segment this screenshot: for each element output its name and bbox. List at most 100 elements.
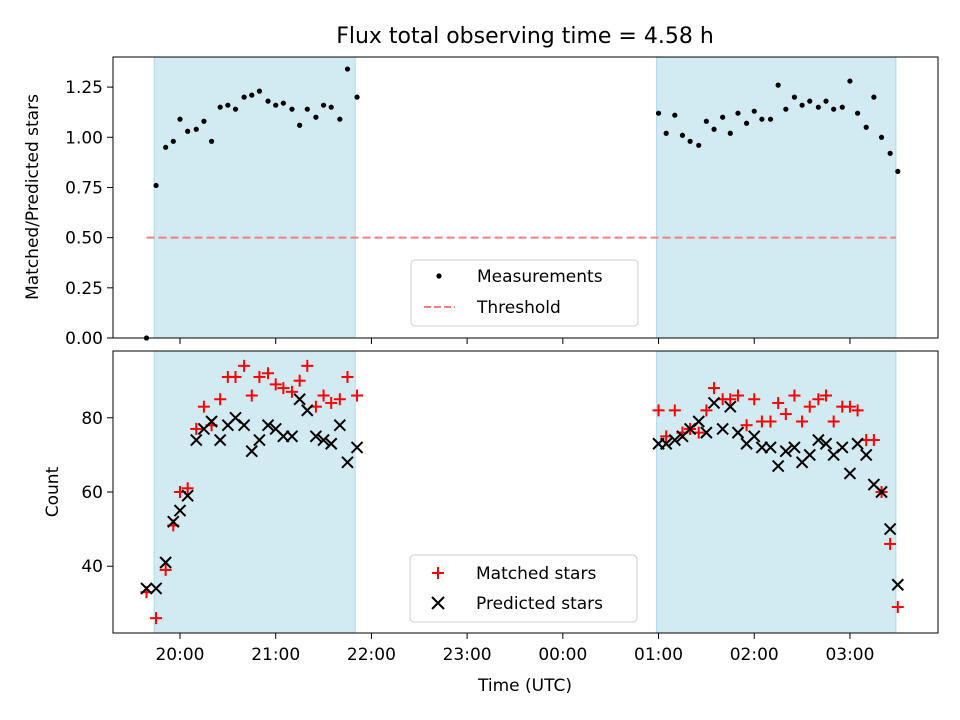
measurement-point xyxy=(344,66,351,72)
measurement-point xyxy=(163,144,169,150)
matched-star-point xyxy=(277,382,290,395)
predicted-star-point xyxy=(819,437,833,450)
legend-measurements-label: Measurements xyxy=(477,267,603,287)
matched-star-point xyxy=(851,404,864,417)
measurement-point xyxy=(663,130,669,136)
matched-star-point xyxy=(301,359,314,372)
matched-star-point xyxy=(238,359,251,372)
matched-star-point xyxy=(317,389,330,402)
x-tick-label: 20:00 xyxy=(155,645,204,665)
measurement-point xyxy=(217,104,223,110)
predicted-star-point xyxy=(167,515,180,528)
bottom-panel: 40 60 80 20:00 21:00 22:00 23:00 00:00 01:00 02:… xyxy=(43,350,939,696)
measurement-point xyxy=(878,134,885,140)
bottom-axes-frame xyxy=(112,350,939,634)
bottom-legend-box xyxy=(409,554,638,623)
matched-star-point xyxy=(229,370,242,383)
y-tick-label: 0.75 xyxy=(65,178,103,198)
predicted-star-point xyxy=(325,437,338,450)
matched-star-point xyxy=(293,374,306,387)
matched-star-point xyxy=(285,385,298,398)
predicted-star-point xyxy=(173,504,187,517)
y-tick-label: 1.25 xyxy=(65,78,103,98)
measurement-point xyxy=(855,110,861,116)
top-axes-frame xyxy=(112,56,939,339)
predicted-star-point xyxy=(731,426,745,439)
measurement-point xyxy=(232,106,239,112)
matched-star-point xyxy=(214,393,227,406)
y-tick-label: 0.50 xyxy=(65,229,103,249)
predicted-star-point xyxy=(883,522,897,536)
matched-star-point xyxy=(884,537,897,550)
matched-star-point xyxy=(150,612,163,625)
predicted-star-point xyxy=(213,433,227,447)
x-tick-label: 21:00 xyxy=(251,645,300,665)
measurement-point xyxy=(863,124,869,130)
predicted-star-point xyxy=(779,444,793,458)
measurement-point xyxy=(193,126,199,132)
predicted-star-point xyxy=(309,430,323,443)
measurement-point xyxy=(280,100,286,106)
bottom-legend: Matched stars Predicted stars xyxy=(409,554,638,623)
measurement-point xyxy=(177,116,183,122)
measurement-point xyxy=(847,78,853,84)
predicted-star-point xyxy=(748,430,761,443)
measurement-point xyxy=(320,102,327,108)
bottom-shaded-bands xyxy=(153,350,897,634)
predicted-star-point xyxy=(149,582,163,595)
predicted-star-point xyxy=(891,578,905,591)
x-tick-label: 22:00 xyxy=(347,645,396,665)
measurement-point xyxy=(273,102,279,108)
matched-star-point xyxy=(820,389,833,402)
measurement-point xyxy=(823,98,829,104)
predicted-star-point xyxy=(707,396,721,410)
legend-matched-label: Matched stars xyxy=(476,564,596,584)
legend-predicted-marker xyxy=(431,596,445,610)
matched-star-point xyxy=(843,400,856,413)
matched-star-point xyxy=(181,482,194,495)
matched-star-point xyxy=(731,389,744,402)
predicted-star-point xyxy=(860,448,873,462)
predicted-star-point xyxy=(341,456,354,469)
measurement-point xyxy=(791,94,798,100)
measurement-point xyxy=(297,122,303,128)
legend-matched-marker xyxy=(432,567,444,579)
measurement-point xyxy=(775,82,781,88)
measurement-point xyxy=(815,104,821,110)
matched-star-point xyxy=(891,601,904,614)
measurement-point xyxy=(208,138,215,144)
matched-star-point xyxy=(325,396,338,409)
measurement-point xyxy=(767,116,774,122)
measurement-point xyxy=(895,168,901,175)
predicted-star-point xyxy=(140,582,153,595)
matched-star-point xyxy=(652,404,665,417)
x-tick-label: 02:00 xyxy=(730,645,779,665)
predicted-star-point xyxy=(724,400,737,413)
measurement-point xyxy=(799,102,805,108)
measurement-point xyxy=(735,110,741,116)
measurement-point xyxy=(720,114,726,120)
predicted-star-point xyxy=(771,459,785,473)
bottom-y-axis: 40 60 80 xyxy=(81,409,113,577)
shaded-band-1 xyxy=(153,350,356,634)
matched-star-point xyxy=(341,370,354,383)
y-tick-label: 60 xyxy=(81,483,103,503)
predicted-star-point xyxy=(668,433,682,447)
predicted-star-point xyxy=(803,448,816,462)
predicted-star-point xyxy=(659,437,673,450)
predicted-star-point xyxy=(875,485,888,499)
top-y-axis: 0.00 0.25 0.50 0.75 1.00 1.25 xyxy=(65,78,113,349)
predicted-star-point xyxy=(245,444,258,458)
measurement-point xyxy=(201,118,207,124)
measurement-point xyxy=(871,94,877,100)
x-tick-label: 03:00 xyxy=(825,645,874,665)
predicted-star-point xyxy=(181,489,194,502)
measurement-point xyxy=(265,98,271,104)
matched-star-point xyxy=(333,393,346,406)
top-legend: Measurements Threshold xyxy=(410,259,639,327)
measurement-point xyxy=(743,120,750,126)
y-tick-label: 80 xyxy=(81,409,103,429)
measurement-point xyxy=(185,128,191,134)
predicted-star-point xyxy=(237,419,251,432)
